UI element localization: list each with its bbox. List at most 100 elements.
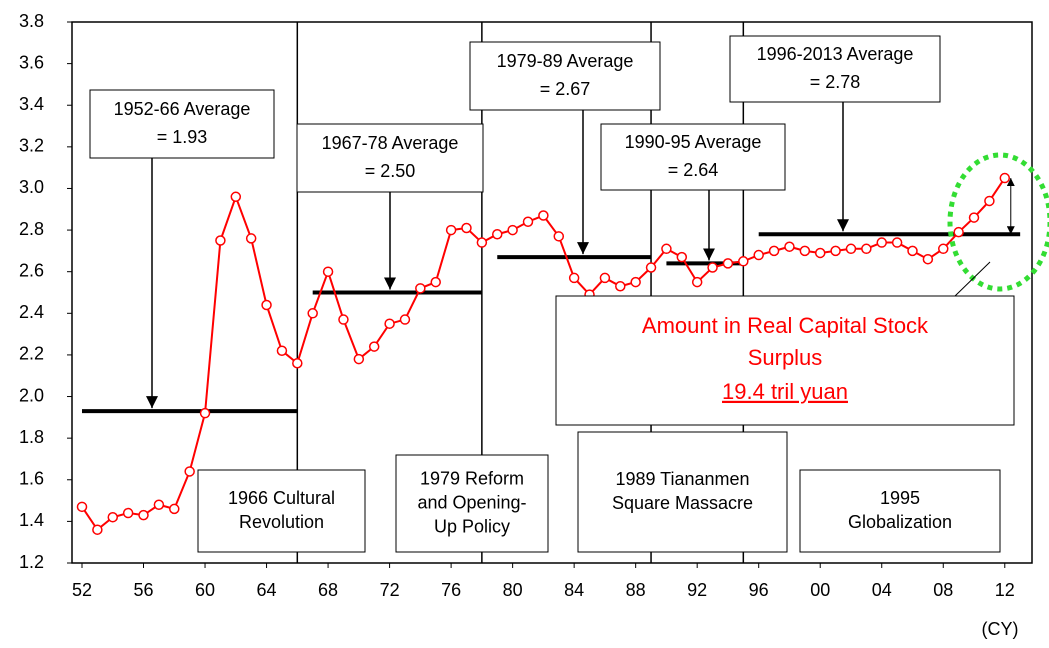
- x-tick-label: 00: [810, 580, 830, 600]
- data-point: [92, 524, 103, 535]
- x-tick-label: 84: [564, 580, 584, 600]
- data-point: [368, 341, 380, 352]
- data-point: [353, 353, 365, 365]
- data-point: [907, 245, 918, 257]
- data-point: [107, 511, 119, 523]
- data-point: [261, 299, 272, 311]
- y-tick-label: 3.6: [19, 52, 44, 72]
- y-tick-label: 3.2: [19, 136, 44, 156]
- event-box: [395, 454, 549, 553]
- data-point: [199, 407, 211, 419]
- event-label: 1979 Reform: [420, 468, 524, 488]
- data-point: [338, 314, 349, 325]
- data-point: [999, 172, 1011, 184]
- data-point: [922, 253, 934, 265]
- data-point: [430, 276, 441, 288]
- y-tick-label: 2.6: [19, 260, 44, 280]
- event-label: 1995: [880, 488, 920, 508]
- event-label: Globalization: [848, 512, 952, 532]
- event-box: [799, 469, 1001, 553]
- x-tick-label: 76: [441, 580, 461, 600]
- data-point: [599, 272, 611, 284]
- data-point: [738, 256, 749, 267]
- data-point: [768, 245, 780, 257]
- data-point: [169, 503, 180, 515]
- average-label: 1967-78 Average: [322, 133, 459, 153]
- data-point: [138, 509, 149, 521]
- y-tick-label: 2.2: [19, 344, 44, 364]
- y-tick-label: 2.4: [19, 302, 44, 322]
- y-tick-label: 3.4: [19, 94, 44, 114]
- average-label: 1996-2013 Average: [757, 44, 914, 64]
- data-point: [799, 245, 811, 257]
- data-point: [538, 210, 549, 221]
- data-point: [630, 276, 641, 288]
- average-label: = 2.50: [365, 161, 416, 181]
- x-tick-label: 96: [749, 580, 769, 600]
- average-box: [729, 35, 941, 103]
- x-unit-label: (CY): [982, 619, 1019, 639]
- data-point: [814, 247, 826, 259]
- y-tick-label: 2.8: [19, 219, 44, 239]
- x-tick-label: 60: [195, 580, 215, 600]
- x-tick-label: 88: [626, 580, 646, 600]
- data-point: [691, 276, 703, 288]
- data-point: [307, 308, 318, 319]
- x-tick-label: 12: [995, 580, 1015, 600]
- event-label: 1966 Cultural: [228, 488, 335, 508]
- data-point: [476, 237, 488, 248]
- data-point: [461, 222, 472, 234]
- data-point: [707, 262, 718, 273]
- x-tick-label: 72: [380, 580, 400, 600]
- y-tick-label: 3.0: [19, 177, 44, 197]
- average-label: 1979-89 Average: [497, 51, 634, 71]
- average-label: 1952-66 Average: [114, 99, 251, 119]
- x-tick-label: 04: [872, 580, 892, 600]
- x-tick-label: 56: [133, 580, 153, 600]
- data-point: [215, 235, 226, 246]
- data-point: [861, 243, 872, 255]
- average-box: [89, 89, 275, 159]
- annotation-text: Amount in Real Capital Stock: [642, 313, 929, 338]
- data-point: [645, 262, 657, 273]
- y-tick-label: 1.6: [19, 469, 44, 489]
- x-tick-label: 68: [318, 580, 338, 600]
- annotation-pointer: [954, 261, 991, 297]
- event-label: 1989 Tiananmen: [615, 469, 749, 489]
- data-point: [984, 195, 995, 207]
- average-label: = 2.67: [540, 79, 591, 99]
- event-box: [577, 431, 788, 553]
- y-tick-label: 3.8: [19, 11, 44, 31]
- data-point: [292, 357, 303, 369]
- data-point: [122, 507, 134, 519]
- data-point: [968, 212, 980, 223]
- event-label: Square Massacre: [612, 493, 753, 513]
- data-point: [553, 231, 565, 242]
- data-point: [953, 226, 964, 238]
- data-point: [399, 314, 411, 325]
- average-label: 1990-95 Average: [625, 132, 762, 152]
- data-point: [415, 283, 426, 294]
- x-tick-label: 80: [503, 580, 523, 600]
- data-point: [230, 191, 242, 203]
- average-box: [469, 41, 661, 111]
- data-point: [722, 258, 734, 269]
- average-label: = 2.64: [668, 160, 719, 180]
- data-point: [845, 243, 857, 255]
- y-tick-label: 1.2: [19, 552, 44, 572]
- data-point: [830, 245, 841, 257]
- data-point: [522, 216, 534, 228]
- event-label: Revolution: [239, 512, 324, 532]
- data-point: [184, 466, 195, 477]
- average-label: = 1.93: [157, 127, 208, 147]
- average-label: = 2.78: [810, 72, 861, 92]
- x-tick-label: 92: [687, 580, 707, 600]
- data-point: [784, 241, 795, 252]
- data-point: [445, 224, 457, 236]
- data-point: [615, 281, 626, 292]
- data-point: [676, 251, 688, 263]
- data-point: [507, 224, 518, 236]
- data-point: [876, 237, 887, 248]
- data-point: [276, 345, 288, 357]
